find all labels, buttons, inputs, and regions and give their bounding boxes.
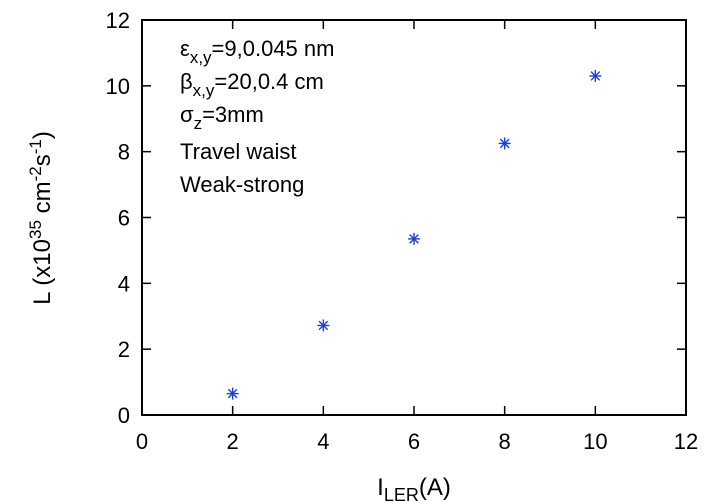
x-axis-label: ILER(A) xyxy=(377,474,451,502)
y-ticks: 0 2 4 6 8 10 12 xyxy=(106,8,686,428)
x-tick-label: 12 xyxy=(674,429,698,454)
x-tick-label: 6 xyxy=(408,429,420,454)
x-tick-label: 0 xyxy=(136,429,148,454)
annotation-travel-waist: Travel waist xyxy=(180,139,297,164)
data-points xyxy=(226,69,602,400)
data-point-asterisk xyxy=(589,69,602,82)
annotation-beta: βx,y=20,0.4 cm xyxy=(180,69,324,100)
data-point-asterisk xyxy=(498,137,511,150)
x-tick-label: 4 xyxy=(317,429,329,454)
x-tick-label: 10 xyxy=(583,429,607,454)
x-ticks: 0 2 4 6 8 10 12 xyxy=(136,20,698,454)
x-tick-label: 8 xyxy=(499,429,511,454)
data-point-asterisk xyxy=(226,387,239,400)
annotation-sigma: σz=3mm xyxy=(180,102,264,133)
annotations: εx,y=9,0.045 nm βx,y=20,0.4 cm σz=3mm Tr… xyxy=(180,36,334,197)
y-tick-label: 6 xyxy=(118,206,130,231)
x-tick-label: 2 xyxy=(227,429,239,454)
y-tick-label: 0 xyxy=(118,403,130,428)
y-tick-label: 10 xyxy=(106,74,130,99)
y-tick-label: 12 xyxy=(106,8,130,33)
y-tick-label: 4 xyxy=(118,271,130,296)
data-point-asterisk xyxy=(408,232,420,245)
annotation-emittance: εx,y=9,0.045 nm xyxy=(180,36,334,67)
annotation-weak-strong: Weak-strong xyxy=(180,172,304,197)
y-tick-label: 2 xyxy=(118,337,130,362)
y-tick-label: 8 xyxy=(118,140,130,165)
data-point-asterisk xyxy=(317,319,330,332)
y-axis-label: L (x1035 cm-2s-1) xyxy=(26,131,56,305)
